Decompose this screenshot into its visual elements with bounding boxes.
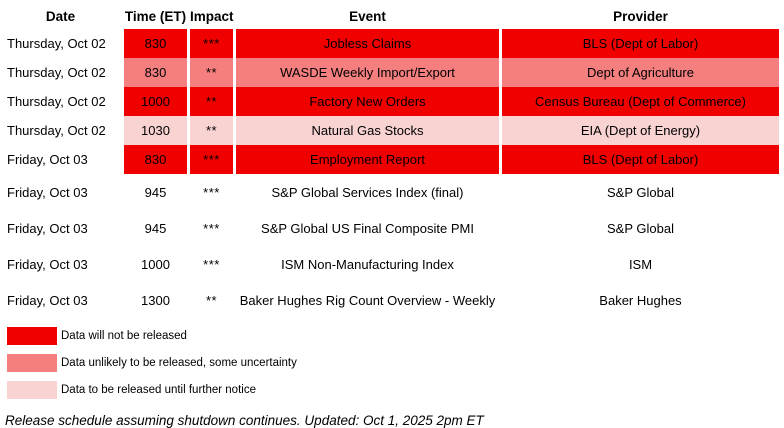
table-row: Friday, Oct 03 945 *** S&P Global US Final … [0, 210, 779, 246]
event-cell: Employment Report [236, 145, 499, 174]
legend-label: Data will not be released [61, 330, 187, 342]
provider-cell: BLS (Dept of Labor) [502, 145, 779, 174]
impact-cell: *** [203, 220, 220, 236]
date-cell: Friday, Oct 03 [7, 184, 88, 200]
date-cell: Thursday, Oct 02 [7, 36, 106, 51]
provider-cell: S&P Global [607, 184, 674, 200]
legend-swatch-red [7, 327, 57, 345]
time-cell: 1000 [141, 256, 170, 272]
legend-label: Data unlikely to be released, some uncer… [61, 357, 297, 369]
provider-cell: S&P Global [607, 220, 674, 236]
time-cell: 830 [124, 58, 187, 87]
event-cell: S&P Global Services Index (final) [271, 184, 464, 200]
provider-cell: EIA (Dept of Energy) [502, 116, 779, 145]
impact-cell: *** [203, 184, 220, 200]
table-header-row: Date Time (ET) Impact Event Provider [0, 4, 779, 29]
impact-cell: ** [190, 87, 233, 116]
provider-cell: Baker Hughes [599, 292, 682, 308]
legend-swatch-salmon [7, 354, 57, 372]
provider-cell: ISM [628, 256, 653, 272]
legend-item: Data will not be released [7, 327, 779, 345]
column-header-date: Date [45, 9, 76, 24]
footnote: Release schedule assuming shutdown conti… [5, 413, 484, 428]
impact-cell: ** [190, 116, 233, 145]
table-row: Friday, Oct 03 830 *** Employment Report BLS… [0, 145, 779, 174]
date-cell: Thursday, Oct 02 [7, 123, 106, 138]
impact-cell: *** [190, 29, 233, 58]
time-cell: 1000 [124, 87, 187, 116]
table-row: Thursday, Oct 02 830 *** Jobless Claims BLS … [0, 29, 779, 58]
column-header-impact: Impact [190, 9, 234, 24]
date-cell: Friday, Oct 03 [7, 256, 88, 272]
time-cell: 1300 [141, 292, 170, 308]
provider-cell: Census Bureau (Dept of Commerce) [502, 87, 779, 116]
legend-item: Data to be released until further notice [7, 381, 779, 399]
table-row: Thursday, Oct 02 830 ** WASDE Weekly Import… [0, 58, 779, 87]
time-cell: 830 [124, 145, 187, 174]
event-cell: Jobless Claims [236, 29, 499, 58]
table-row: Friday, Oct 03 1000 *** ISM Non-Manufacturi… [0, 246, 779, 282]
column-header-provider: Provider [613, 9, 668, 24]
time-cell: 830 [124, 29, 187, 58]
time-cell: 1030 [124, 116, 187, 145]
date-cell: Friday, Oct 03 [7, 152, 88, 167]
column-header-event: Event [349, 9, 386, 24]
provider-cell: Dept of Agriculture [502, 58, 779, 87]
event-cell: Natural Gas Stocks [236, 116, 499, 145]
table-row: Thursday, Oct 02 1000 ** Factory New Orders… [0, 87, 779, 116]
legend-label: Data to be released until further notice [61, 384, 256, 396]
time-cell: 945 [144, 184, 167, 200]
table-row: Friday, Oct 03 945 *** S&P Global Services … [0, 174, 779, 210]
date-cell: Thursday, Oct 02 [7, 65, 106, 80]
impact-cell: *** [190, 145, 233, 174]
legend: Data will not be released Data unlikely t… [7, 327, 779, 399]
event-cell: Factory New Orders [236, 87, 499, 116]
event-cell: Baker Hughes Rig Count Overview - Weekly [239, 292, 496, 308]
impact-cell: ** [205, 292, 218, 308]
date-cell: Friday, Oct 03 [7, 292, 88, 308]
date-cell: Thursday, Oct 02 [7, 94, 106, 109]
event-cell: WASDE Weekly Import/Export [236, 58, 499, 87]
legend-swatch-pink [7, 381, 57, 399]
legend-item: Data unlikely to be released, some uncer… [7, 354, 779, 372]
time-cell: 945 [144, 220, 167, 236]
provider-cell: BLS (Dept of Labor) [502, 29, 779, 58]
event-cell: S&P Global US Final Composite PMI [261, 220, 474, 236]
column-header-time: Time (ET) [124, 9, 187, 24]
impact-cell: *** [203, 256, 220, 272]
table-row: Thursday, Oct 02 1030 ** Natural Gas Stocks… [0, 116, 779, 145]
impact-cell: ** [190, 58, 233, 87]
table-row: Friday, Oct 03 1300 ** Baker Hughes Rig Cou… [0, 282, 779, 318]
table-body: Thursday, Oct 02 830 *** Jobless Claims BLS … [0, 29, 779, 318]
date-cell: Friday, Oct 03 [7, 220, 88, 236]
event-cell: ISM Non-Manufacturing Index [281, 256, 454, 272]
